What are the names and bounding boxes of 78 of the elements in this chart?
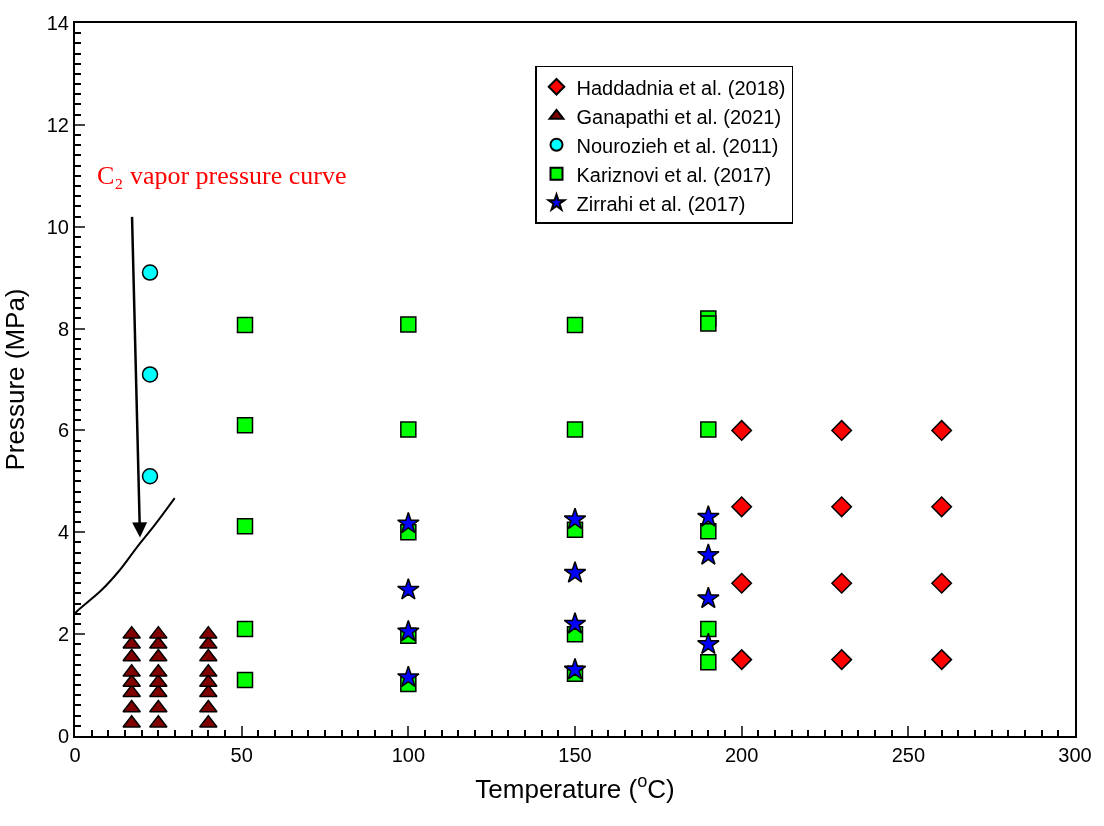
point	[696, 632, 720, 655]
x-tick-label: 50	[230, 744, 253, 766]
point	[700, 421, 717, 438]
point	[731, 649, 753, 671]
point	[198, 625, 218, 639]
point	[700, 523, 717, 540]
point	[700, 315, 717, 332]
point	[696, 586, 720, 609]
point	[731, 496, 753, 518]
point	[148, 625, 168, 639]
point	[563, 507, 587, 530]
point	[566, 316, 584, 334]
point	[236, 316, 254, 334]
point	[236, 620, 254, 638]
point	[141, 366, 159, 383]
point	[731, 419, 753, 441]
point	[563, 657, 587, 680]
y-tick-label: 2	[57, 623, 69, 646]
point	[141, 468, 159, 485]
point	[236, 417, 254, 434]
y-tick-label: 12	[46, 113, 69, 136]
point	[396, 577, 420, 600]
point	[563, 612, 587, 634]
point	[148, 699, 168, 713]
y-tick-label: 8	[57, 317, 69, 340]
point	[831, 649, 853, 671]
point	[831, 496, 853, 518]
point	[400, 316, 417, 333]
point	[831, 572, 853, 594]
legend-label: Ganapathi et al. (2021)	[576, 105, 782, 128]
point	[566, 421, 584, 438]
y-tick-label: 14	[46, 12, 69, 34]
point	[198, 684, 218, 698]
point	[396, 511, 420, 534]
point	[696, 543, 720, 566]
point	[400, 421, 417, 438]
point	[931, 419, 953, 441]
point	[700, 620, 717, 638]
x-axis-title: Temperature ($^{o}$C)	[475, 771, 675, 805]
legend-label: Haddadnia et al. (2018)	[576, 76, 786, 99]
y-axis-title: Pressure (MPa)	[0, 288, 30, 471]
annotation: C₂ vapor pressure curve	[97, 161, 347, 190]
point	[731, 572, 753, 594]
point	[931, 572, 953, 594]
point	[198, 674, 218, 688]
point	[122, 699, 142, 713]
point	[122, 625, 142, 639]
x-tick-label: 200	[724, 744, 759, 766]
point	[236, 517, 254, 535]
x-tick-label: 250	[891, 744, 926, 766]
legend-label: Zirrahi et al. (2017)	[576, 192, 746, 215]
point	[931, 496, 953, 518]
point	[148, 648, 168, 662]
legend-label: Kariznovi et al. (2017)	[576, 163, 772, 186]
point	[122, 674, 142, 688]
y-tick-label: 6	[57, 419, 69, 442]
y-tick-label: 10	[46, 215, 69, 238]
legend-label: Nourozieh et al. (2011)	[576, 134, 779, 157]
y-tick-label: 0	[57, 725, 69, 747]
x-tick-label: 300	[1058, 744, 1092, 766]
point	[198, 648, 218, 662]
point	[198, 699, 218, 713]
x-tick-label: 150	[558, 744, 592, 766]
y-tick-label: 4	[57, 521, 69, 544]
point	[396, 665, 420, 688]
point	[148, 674, 168, 688]
point	[700, 653, 717, 671]
point	[236, 671, 254, 689]
x-tick-label: 100	[391, 744, 426, 766]
point	[122, 684, 142, 698]
point	[141, 264, 159, 281]
point	[148, 684, 168, 698]
point	[931, 649, 953, 671]
point	[696, 505, 720, 527]
point	[396, 619, 420, 642]
point	[563, 561, 587, 583]
point	[831, 419, 853, 441]
point	[122, 648, 142, 662]
